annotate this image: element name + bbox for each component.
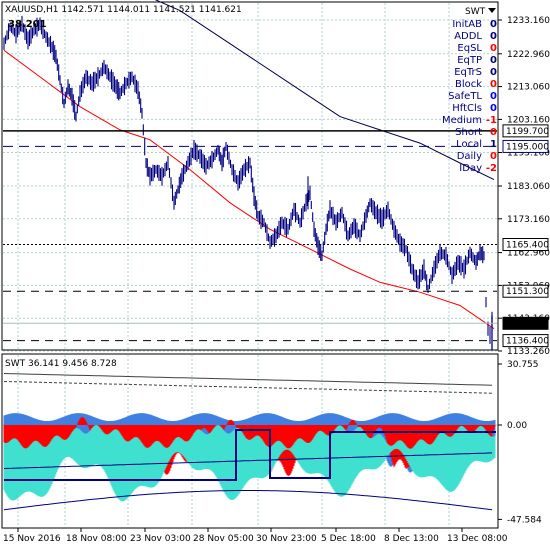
info-label: ADDL	[454, 31, 482, 42]
step-line	[4, 429, 496, 481]
price-axis-label: 1193.160	[507, 149, 550, 159]
price-tag-label: 1199.700	[506, 127, 549, 137]
time-axis-label: 30 Nov 23:00	[256, 534, 317, 544]
time-axis-label: 5 Dec 18:00	[321, 534, 376, 544]
price-tag-label: 1151.300	[506, 287, 549, 297]
panel-name: SWT	[465, 7, 486, 17]
price-tag-label: 1195.000	[506, 142, 549, 152]
info-label: HftCls	[452, 103, 482, 114]
info-value: 0	[490, 31, 497, 42]
info-label: InitAB	[452, 19, 482, 30]
info-value: -1	[486, 115, 497, 126]
sub-axis-label: -47.584	[507, 515, 542, 525]
time-axis-label: 15 Nov 2016	[3, 534, 61, 544]
price-tag-label: 1141.621	[506, 319, 549, 329]
info-value: 1	[490, 139, 497, 150]
price-axis-label: 1133.260	[507, 347, 550, 357]
info-label: SafeTL	[448, 91, 482, 102]
info-value: 0	[490, 19, 497, 30]
info-value: 0	[490, 127, 497, 138]
price-axis-label: 1183.060	[507, 182, 550, 192]
price-tag	[502, 124, 549, 138]
info-value: 0	[490, 43, 497, 54]
panel-dropdown-icon[interactable]	[488, 8, 496, 13]
price-axis-label: 1233.160	[507, 16, 550, 26]
price-axis-label: 1213.060	[507, 83, 550, 93]
price-tag-label: 1165.400	[506, 241, 549, 251]
info-value: 0	[490, 151, 497, 162]
time-axis-label: 8 Dec 13:00	[384, 534, 439, 544]
info-label: IDay	[459, 163, 482, 174]
price-tag	[502, 284, 549, 298]
info-value: 0	[490, 67, 497, 78]
info-label: Daily	[457, 151, 482, 162]
signal-line	[3, 452, 493, 469]
info-label: Medium	[442, 115, 482, 126]
price-tag	[502, 316, 549, 330]
info-label: Block	[455, 79, 482, 90]
price-axis-label: 1203.160	[507, 115, 550, 125]
indicator-value: 38.201	[8, 19, 47, 30]
price-axis-label: 1173.160	[507, 215, 550, 225]
info-value: 0	[490, 55, 497, 66]
price-tag-label: 1136.400	[506, 337, 549, 347]
sub-axis-label: 0.00	[507, 421, 527, 431]
price-tag	[502, 139, 549, 153]
info-label: Local	[456, 139, 482, 150]
info-value: 0	[490, 103, 497, 114]
time-axis-label: 23 Nov 03:00	[130, 534, 191, 544]
moving-average-dark	[154, 0, 495, 181]
price-tag	[502, 238, 549, 252]
envelope-upper-dotted	[3, 381, 493, 394]
envelope-upper	[3, 373, 493, 386]
symbol-header: XAUUSD,H1 1142.571 1144.011 1141.521 114…	[5, 5, 242, 15]
price-axis-label: 1222.960	[507, 50, 550, 60]
sub-axis-label: 30.755	[507, 360, 539, 370]
time-axis-label: 18 Nov 08:00	[66, 534, 127, 544]
main-pane-frame	[1, 1, 499, 351]
moving-average-red	[3, 49, 495, 330]
info-label: EqTP	[457, 55, 482, 66]
info-label: EqSL	[457, 43, 482, 54]
subwindow-label: SWT 36.141 9.456 8.728	[5, 359, 117, 369]
envelope-lower	[3, 490, 493, 511]
time-axis-label: 28 Nov 05:00	[193, 534, 254, 544]
info-label: Short	[455, 127, 482, 138]
info-label: EqTrS	[454, 67, 482, 78]
time-axis-label: 13 Dec 08:00	[447, 534, 508, 544]
info-value: 0	[490, 91, 497, 102]
info-value: -2	[486, 163, 497, 174]
price-axis-label: 1162.960	[507, 249, 550, 259]
price-tag	[502, 334, 549, 348]
subwindow-frame	[1, 353, 499, 529]
info-value: 0	[490, 79, 497, 90]
